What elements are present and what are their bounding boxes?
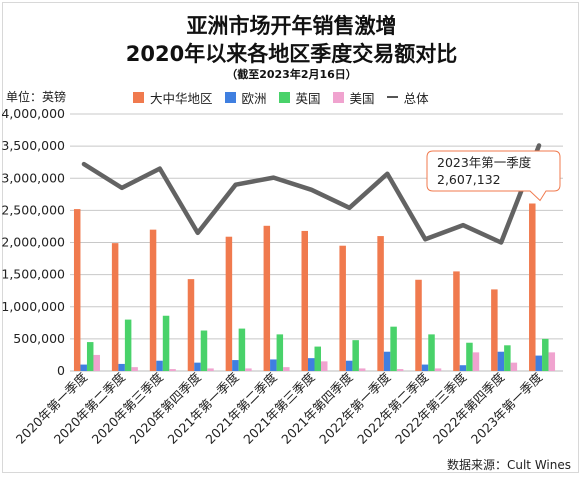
bar [383,351,391,371]
annotation-label: 2023年第一季度 [437,155,532,170]
date-note: （截至2023年2月16日） [226,68,357,81]
bar [390,326,397,371]
chart-title: 亚洲市场开年销售激增 [186,14,397,38]
legend-label: 欧洲 [241,90,267,106]
bar [124,319,132,371]
legend-label: 大中华地区 [150,90,213,106]
bar [156,360,163,371]
chart-subtitle: 2020年以来各地区季度交易额对比 [125,42,458,66]
legend-line-swatch [386,96,398,98]
bar [225,236,233,371]
annotation-value: 2,607,132 [437,172,501,187]
bar [301,230,308,371]
y-tick-label: 4,000,000 [1,106,65,121]
bar [86,342,94,371]
bar [434,368,442,371]
bar [339,245,346,371]
bar [491,289,498,371]
legend-item-usa: 美国 [332,88,375,107]
bar [352,340,359,371]
bar [542,338,549,371]
bar [308,358,315,371]
bar [162,315,170,371]
y-tick-label: 3,000,000 [1,170,65,185]
bar [459,365,467,371]
bar [200,330,208,371]
legend-item-uk: 英国 [278,88,321,107]
bar [453,271,460,371]
bar [194,362,201,371]
legend-swatch [224,91,236,103]
legend-item-total: 总体 [386,88,429,107]
chart-frame [2,2,579,473]
bar [535,355,543,371]
legend: 大中华地区 欧洲 英国 美国 总体 [133,88,441,107]
bar [510,362,518,371]
legend-item-europe: 欧洲 [224,88,267,107]
bar [187,279,195,371]
y-tick-label: 3,500,000 [1,138,65,153]
legend-label: 美国 [349,90,375,106]
bar [283,367,290,371]
bar [263,225,271,371]
bar [276,334,284,371]
bar [314,346,321,371]
y-tick-label: 1,500,000 [1,267,65,282]
bar [504,345,511,371]
bar [73,209,81,371]
bar [245,368,252,371]
y-tick-label: 500,000 [13,331,65,346]
legend-swatch [278,91,290,103]
y-tick-label: 0 [57,363,65,378]
bar [238,328,246,371]
legend-item-greater-china: 大中华地区 [133,88,213,107]
bar [548,352,556,371]
bar [169,369,176,371]
legend-label: 英国 [295,90,321,106]
source-note: 数据来源：Cult Wines [446,458,571,472]
bar [118,363,125,371]
bar [466,342,473,371]
bar [111,243,119,371]
bar [377,236,384,371]
bar [415,279,422,371]
legend-swatch [332,91,344,103]
bar [345,360,353,371]
bar [358,368,366,371]
bar [131,367,138,371]
legend-label: 总体 [403,90,429,106]
bar [321,361,328,371]
unit-label: 单位：英镑 [6,90,67,104]
bar [497,351,505,371]
y-tick-label: 2,500,000 [1,202,65,217]
bar [232,360,239,371]
total-line [81,143,542,245]
x-tick-label: 2023年第一季度 [468,369,546,447]
annotation-callout [426,150,561,202]
bar [529,203,536,371]
bar [428,334,435,371]
bar [396,369,404,371]
y-tick-label: 2,000,000 [1,235,65,250]
bar [472,352,480,371]
bar [149,229,157,371]
y-tick-label: 1,000,000 [1,299,65,314]
bar [93,354,100,371]
bar [80,364,87,371]
bar [421,364,429,371]
legend-swatch [133,91,144,103]
bar [270,359,277,371]
bar [207,368,214,371]
